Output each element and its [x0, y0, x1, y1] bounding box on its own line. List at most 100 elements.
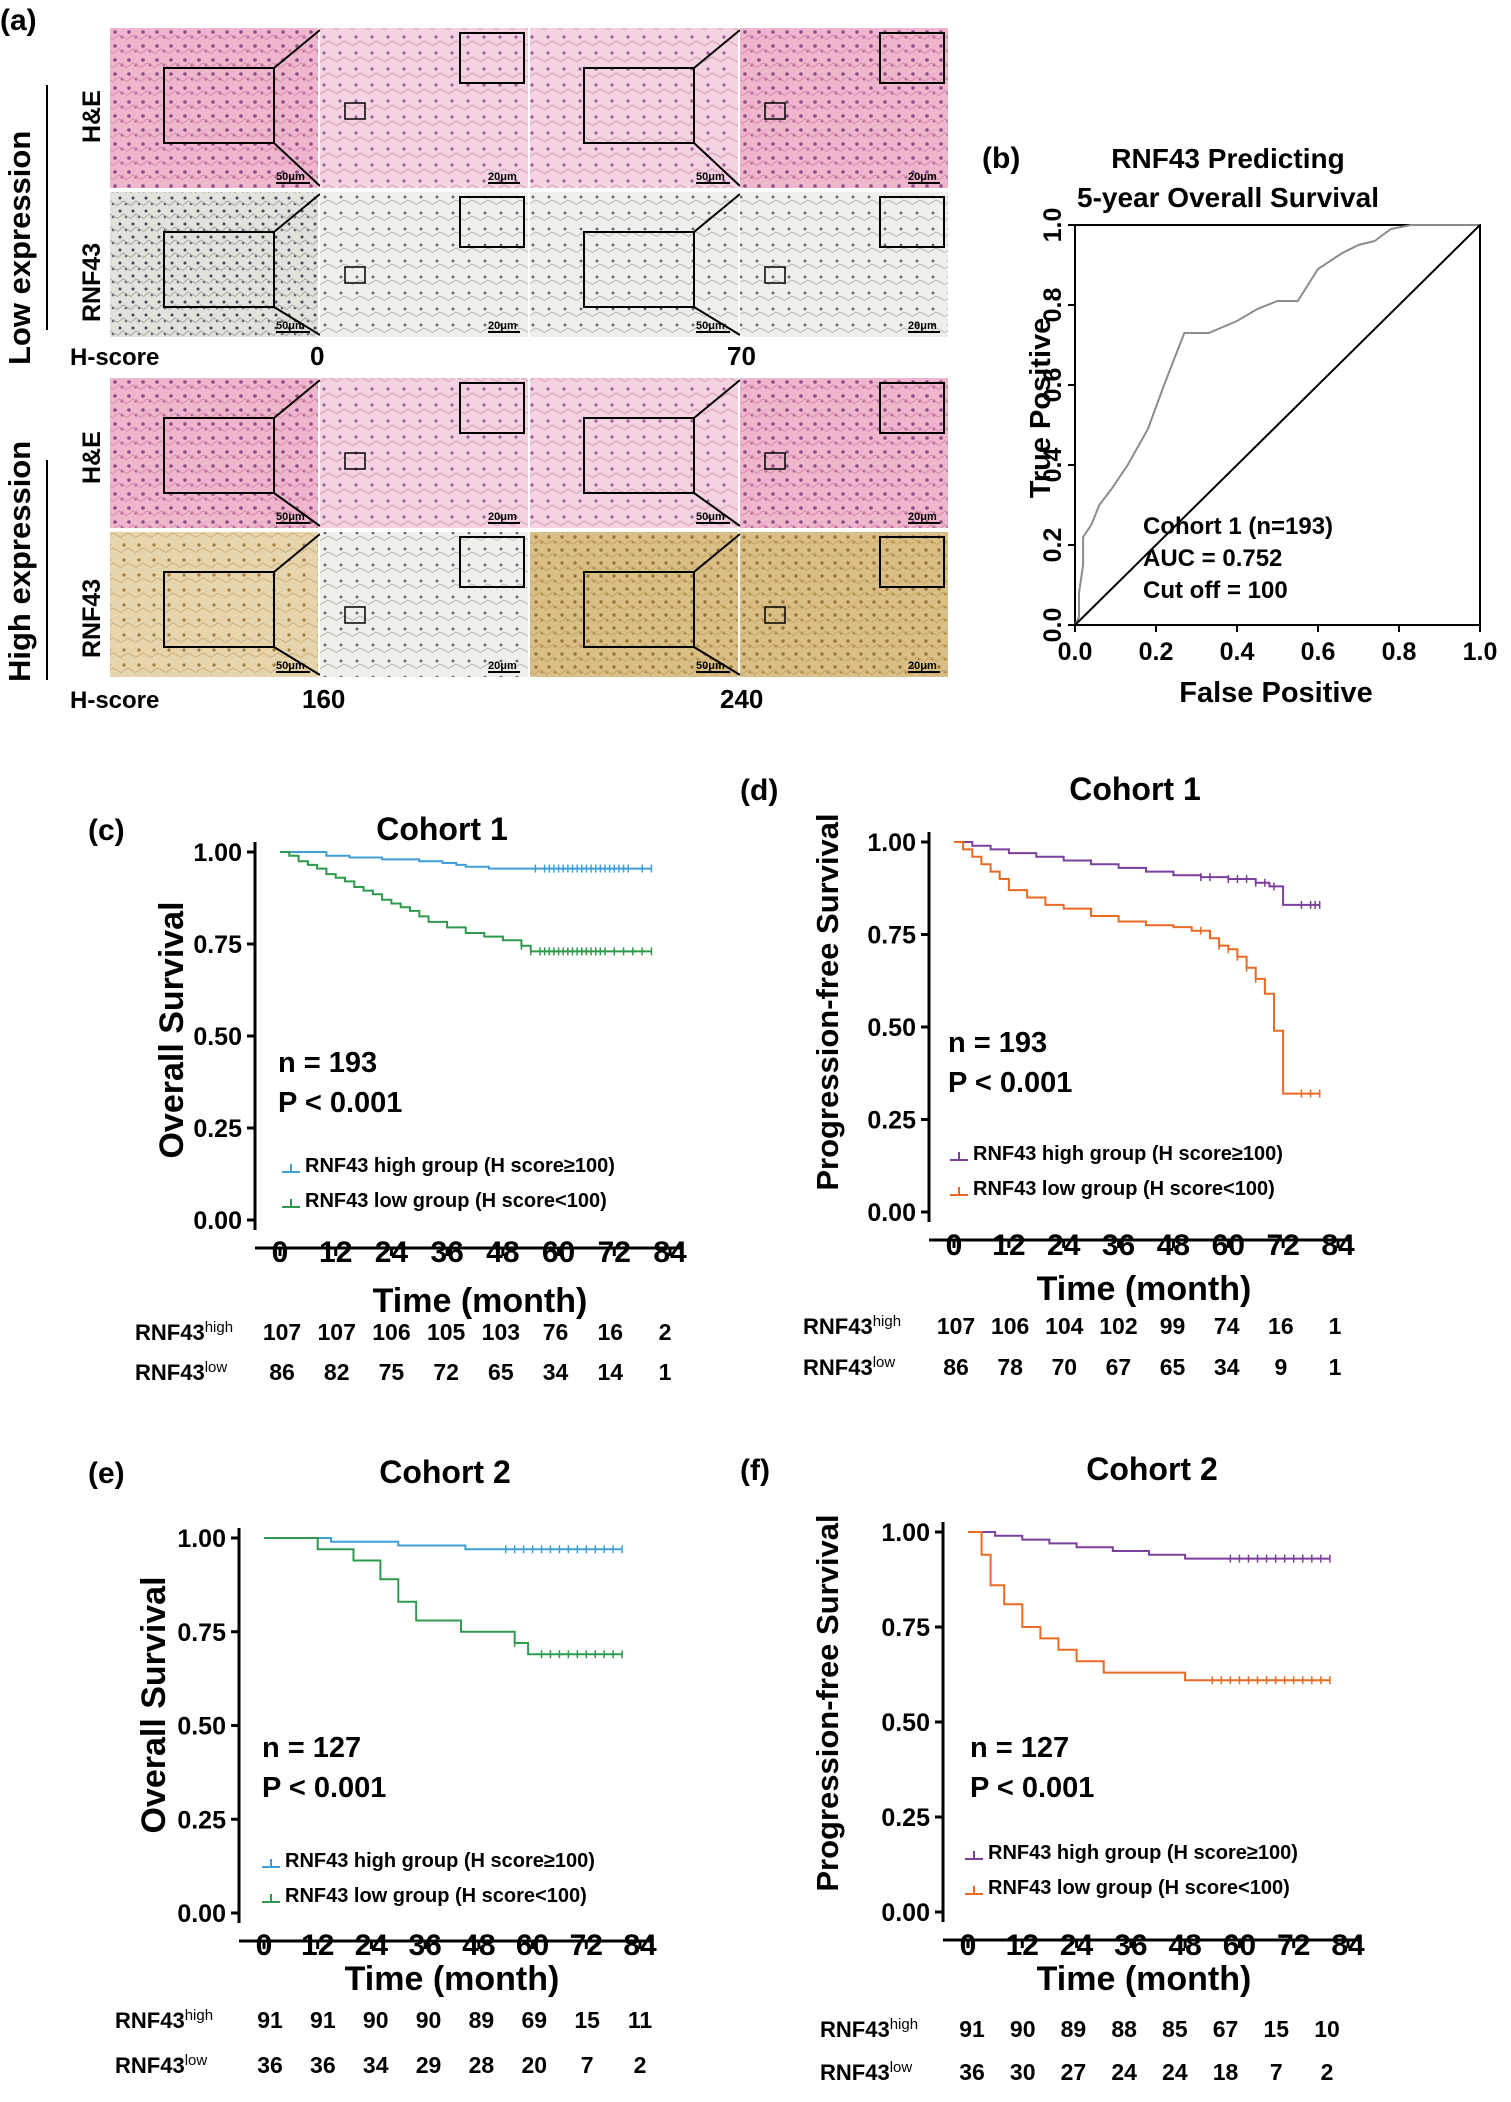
risk-label-main: RNF43 — [115, 2008, 185, 2033]
cell-marker-box — [764, 452, 786, 470]
km-f-ylabel: Progression-free Survival — [810, 1514, 845, 1891]
km-d-xlabel: Time (month) — [1037, 1270, 1252, 1308]
km-x-tick-label: 12 — [301, 1929, 334, 1962]
row-label-he-low: H&E — [78, 90, 106, 143]
roc-y-tick-label: 0.0 — [1039, 608, 1067, 643]
zoom-connector-line — [693, 306, 741, 336]
km-d-plot: 0.00 0.25 0.50 0.75 1.00 0 12 24 36 48 60 72 84 RNF43… — [803, 829, 1355, 1380]
scale-bar-label: 50μm — [276, 171, 305, 183]
zoom-connector-line — [273, 646, 321, 676]
risk-table-value: 36 — [959, 2059, 985, 2085]
km-curve — [264, 1537, 623, 1656]
row-label-rnf43-high: RNF43 — [78, 579, 106, 658]
zoom-region-box — [163, 67, 275, 144]
risk-label-main: RNF43 — [115, 2053, 185, 2078]
km-y-tick-label: 0.25 — [867, 1107, 916, 1135]
km-x-tick-label: 84 — [653, 1236, 687, 1269]
inset-box — [459, 382, 525, 434]
cell-marker-box — [764, 606, 786, 624]
risk-table-value: 106 — [991, 1313, 1029, 1339]
risk-label-superscript: high — [873, 1313, 901, 1330]
km-x-tick-label: 60 — [1212, 1229, 1245, 1262]
roc-x-tick-label: 0.8 — [1382, 638, 1417, 666]
km-e-ylabel: Overall Survival — [135, 1576, 173, 1833]
km-c-ylabel: Overall Survival — [153, 901, 191, 1158]
inset-box — [879, 196, 945, 248]
zoom-connector-line — [273, 29, 321, 69]
km-f-plot: 0.000.250.500.751.000 12 24 36 48 60 72 84RNF43… — [820, 1519, 1365, 2085]
risk-label-superscript: high — [205, 1319, 233, 1336]
roc-x-tick-label: 0.0 — [1058, 638, 1093, 666]
risk-table-value: 27 — [1061, 2059, 1087, 2085]
km-c-annotation-p: P < 0.001 — [278, 1087, 402, 1119]
km-d-title: Cohort 1 — [1069, 771, 1201, 807]
km-x-tick-label: 72 — [1277, 1929, 1310, 1962]
risk-table-value: 65 — [1160, 1354, 1186, 1380]
risk-table-value: 74 — [1214, 1313, 1240, 1339]
km-e-annotation-n: n = 127 — [262, 1732, 361, 1764]
risk-table-value: 102 — [1099, 1313, 1137, 1339]
risk-table-value: 2 — [659, 1319, 672, 1345]
roc-y-tick-label: 1.0 — [1039, 208, 1067, 243]
km-f-legend: RNF43 high group (H score≥100) RNF43 low… — [965, 1842, 1298, 1899]
km-y-tick-label: 0.00 — [867, 1199, 916, 1227]
km-e-annotation-p: P < 0.001 — [262, 1772, 386, 1804]
km-c-title: Cohort 1 — [376, 811, 508, 847]
risk-table-value: 89 — [1061, 2016, 1087, 2042]
inset-box — [459, 536, 525, 588]
risk-table-value: 103 — [482, 1319, 520, 1345]
km-d-legend-low: RNF43 low group (H score<100) — [973, 1178, 1275, 1200]
zoom-connector-line — [693, 29, 741, 69]
scale-bar-label: 50μm — [276, 660, 305, 672]
risk-table-value: 107 — [263, 1319, 301, 1345]
cell-marker-box — [344, 102, 366, 120]
risk-table-value: 2 — [634, 2052, 647, 2078]
km-e-legend-high: RNF43 high group (H score≥100) — [285, 1850, 595, 1872]
zoom-connector-line — [693, 379, 741, 419]
roc-frame — [1074, 224, 1481, 626]
low-expression-label: Low expression — [2, 131, 37, 365]
roc-y-tick-label: 0.2 — [1039, 528, 1067, 563]
km-c-legend-low-marker — [282, 1199, 300, 1208]
risk-table-value: 30 — [1010, 2059, 1036, 2085]
km-e-legend: RNF43 high group (H score≥100) RNF43 low… — [262, 1850, 595, 1907]
micrograph-tile — [530, 28, 738, 188]
risk-table-value: 2 — [1321, 2059, 1334, 2085]
km-x-tick-label: 84 — [1321, 1229, 1355, 1262]
roc-y-tick-label: 0.4 — [1039, 448, 1067, 483]
scale-bar-label: 20μm — [908, 660, 937, 672]
risk-table-value: 106 — [372, 1319, 410, 1345]
km-x-tick-label: 0 — [256, 1929, 273, 1962]
risk-table-value: 67 — [1213, 2016, 1239, 2042]
km-y-tick-label: 1.00 — [881, 1519, 930, 1547]
panel-d-letter: (d) — [740, 774, 778, 807]
km-c-legend-low: RNF43 low group (H score<100) — [305, 1190, 607, 1212]
risk-table-value: 104 — [1045, 1313, 1084, 1339]
risk-table-row-label: RNF43low — [803, 1354, 895, 1380]
km-d-legend: RNF43 high group (H score≥100) RNF43 low… — [950, 1143, 1283, 1200]
risk-table-value: 24 — [1162, 2059, 1188, 2085]
risk-table-value: 78 — [997, 1354, 1023, 1380]
risk-table-value: 76 — [543, 1319, 569, 1345]
risk-table-row-label: RNF43high — [820, 2016, 918, 2042]
zoom-connector-line — [273, 193, 321, 233]
roc-x-tick-label: 0.4 — [1220, 638, 1255, 666]
zoom-region-box — [583, 67, 695, 144]
roc-y-tick-label: 0.8 — [1039, 288, 1067, 323]
km-x-tick-label: 60 — [542, 1236, 575, 1269]
scale-bar-label: 50μm — [696, 320, 725, 332]
km-y-tick-label: 0.00 — [881, 1899, 930, 1927]
km-f-legend-high: RNF43 high group (H score≥100) — [988, 1842, 1298, 1864]
zoom-connector-line — [273, 306, 321, 336]
km-y-tick-label: 0.25 — [881, 1804, 930, 1832]
hscore-value-low-2: 70 — [727, 341, 756, 371]
km-x-tick-label: 72 — [570, 1929, 603, 1962]
km-d-annotation-n: n = 193 — [948, 1027, 1047, 1059]
risk-label-superscript: high — [185, 2007, 213, 2024]
km-x-tick-label: 36 — [408, 1929, 441, 1962]
zoom-region-box — [163, 417, 275, 494]
km-f-legend-low-marker — [965, 1886, 983, 1895]
risk-table-value: 75 — [379, 1359, 405, 1385]
km-x-tick-label: 12 — [1006, 1929, 1039, 1962]
